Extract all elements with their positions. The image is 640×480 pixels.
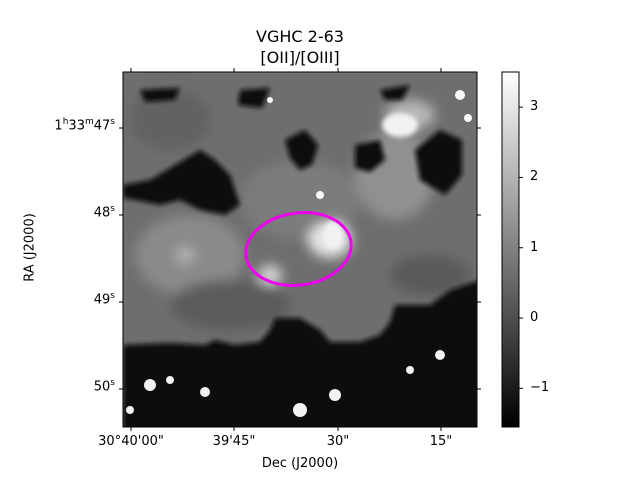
x-tick-label: 15" — [429, 434, 453, 449]
aperture-ellipse — [244, 211, 353, 287]
colorbar-frame — [501, 71, 520, 428]
y-tick-label: 50s — [93, 378, 115, 395]
ratio-image — [123, 72, 477, 427]
x-tick-label: 30" — [326, 434, 350, 449]
chart-title: VGHC 2-63 — [256, 27, 344, 46]
colorbar-tick-label: 3 — [530, 99, 539, 115]
colorbar-tick-label: −1 — [530, 380, 550, 396]
x-tick-label: 39'45" — [212, 434, 256, 449]
plot-frame — [122, 71, 478, 428]
y-tick-marks — [119, 127, 481, 390]
y-tick-label: 49s — [93, 291, 115, 308]
colorbar-tick-label: 0 — [530, 310, 539, 326]
colorbar-tick-label: 1 — [530, 239, 539, 255]
y-tick-label: 48s — [93, 204, 115, 221]
x-tick-label: 30°40'00" — [98, 434, 164, 449]
colorbar — [502, 72, 519, 427]
y-tick-label: 1h33m47s — [54, 117, 115, 134]
chart-subtitle: [OII]/[OIII] — [260, 48, 340, 67]
colorbar-tick-marks — [519, 106, 523, 389]
x-axis-label: Dec (J2000) — [261, 456, 339, 471]
colorbar-tick-label: 2 — [530, 169, 539, 185]
x-tick-marks — [130, 68, 442, 431]
